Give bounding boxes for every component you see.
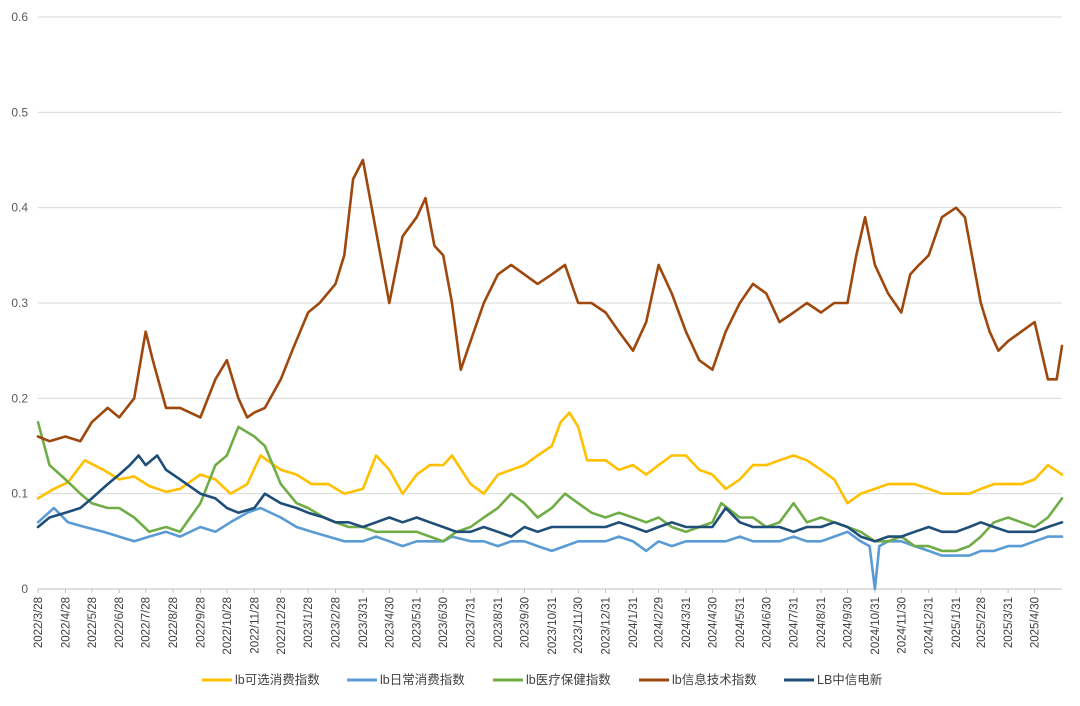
x-tick-label: 2024/3/31 xyxy=(681,597,693,648)
x-tick-label: 2025/1/31 xyxy=(951,597,963,648)
y-tick-label: 0 xyxy=(21,582,28,596)
series-line-4 xyxy=(36,158,1064,443)
x-tick-label: 2022/3/28 xyxy=(33,597,45,648)
x-tick-label: 2022/8/28 xyxy=(168,597,180,648)
x-tick-label: 2024/1/31 xyxy=(628,597,640,648)
x-tick-label: 2024/5/31 xyxy=(735,597,747,648)
series-line-1 xyxy=(36,411,1064,505)
x-tick-label: 2023/8/31 xyxy=(493,597,505,648)
x-tick-label: 2023/3/31 xyxy=(358,597,370,648)
y-tick-label: 0.5 xyxy=(11,105,28,119)
y-axis-ticks: 0 0.1 0.2 0.3 0.4 0.5 0.6 xyxy=(11,10,28,596)
x-tick-label: 2024/4/30 xyxy=(707,597,719,648)
y-tick-label: 0.3 xyxy=(11,296,28,310)
x-axis: 2022/3/28 2022/4/28 2022/5/28 2022/6/28 2022… xyxy=(33,589,1042,655)
x-tick-label: 2023/12/31 xyxy=(601,597,613,655)
x-tick-label: 2023/6/30 xyxy=(438,597,450,648)
x-tick-label: 2024/7/31 xyxy=(789,597,801,648)
legend-label: lb医疗保健指数 xyxy=(526,672,611,687)
x-tick-label: 2024/9/30 xyxy=(842,597,854,648)
x-tick-label: 2022/5/28 xyxy=(87,597,99,648)
series-lines xyxy=(36,158,1064,591)
x-tick-label: 2022/6/28 xyxy=(114,597,126,648)
y-tick-label: 0.4 xyxy=(11,201,28,215)
series-line-2 xyxy=(36,506,1064,591)
x-tick-label: 2022/9/28 xyxy=(195,597,207,648)
legend-label: lb日常消费指数 xyxy=(380,672,465,687)
series-line-3 xyxy=(36,420,1064,553)
x-tick-label: 2023/7/31 xyxy=(466,597,478,648)
x-tick-label: 2022/7/28 xyxy=(141,597,153,648)
legend-label: lb可选消费指数 xyxy=(235,672,320,687)
x-tick-label: 2024/6/30 xyxy=(761,597,773,648)
x-tick-label: 2022/10/28 xyxy=(222,597,234,655)
x-tick-label: 2023/5/31 xyxy=(412,597,424,648)
x-tick-label: 2024/10/31 xyxy=(870,597,882,655)
x-tick-label: 2023/1/28 xyxy=(303,597,315,648)
series-line-5 xyxy=(36,454,1064,543)
legend-label: lb信息技术指数 xyxy=(672,672,757,687)
legend: lb可选消费指数 lb日常消费指数 lb医疗保健指数 lb信息技术指数 LB中信电新 xyxy=(202,672,882,687)
x-tick-label: 2024/11/30 xyxy=(896,597,908,654)
x-tick-label: 2022/11/28 xyxy=(249,597,261,654)
x-tick-label: 2024/12/31 xyxy=(924,597,936,655)
y-tick-label: 0.2 xyxy=(11,391,28,405)
x-tick-label: 2023/11/30 xyxy=(573,597,585,654)
gridlines xyxy=(38,16,1062,590)
x-tick-label: 2025/4/30 xyxy=(1030,597,1042,648)
x-tick-label: 2023/10/31 xyxy=(547,597,559,655)
x-tick-label: 2023/4/30 xyxy=(384,597,396,648)
x-tick-label: 2023/2/28 xyxy=(330,597,342,648)
x-tick-label: 2025/3/31 xyxy=(1003,597,1015,648)
x-tick-label: 2024/2/29 xyxy=(654,597,666,648)
legend-label: LB中信电新 xyxy=(817,672,882,687)
y-tick-label: 0.6 xyxy=(11,10,28,24)
x-tick-label: 2022/12/28 xyxy=(276,597,288,655)
x-tick-label: 2022/4/28 xyxy=(60,597,72,648)
x-tick-label: 2024/8/31 xyxy=(816,597,828,648)
x-tick-label: 2023/9/30 xyxy=(519,597,531,648)
x-tick-label: 2025/2/28 xyxy=(976,597,988,648)
y-tick-label: 0.1 xyxy=(11,487,28,501)
